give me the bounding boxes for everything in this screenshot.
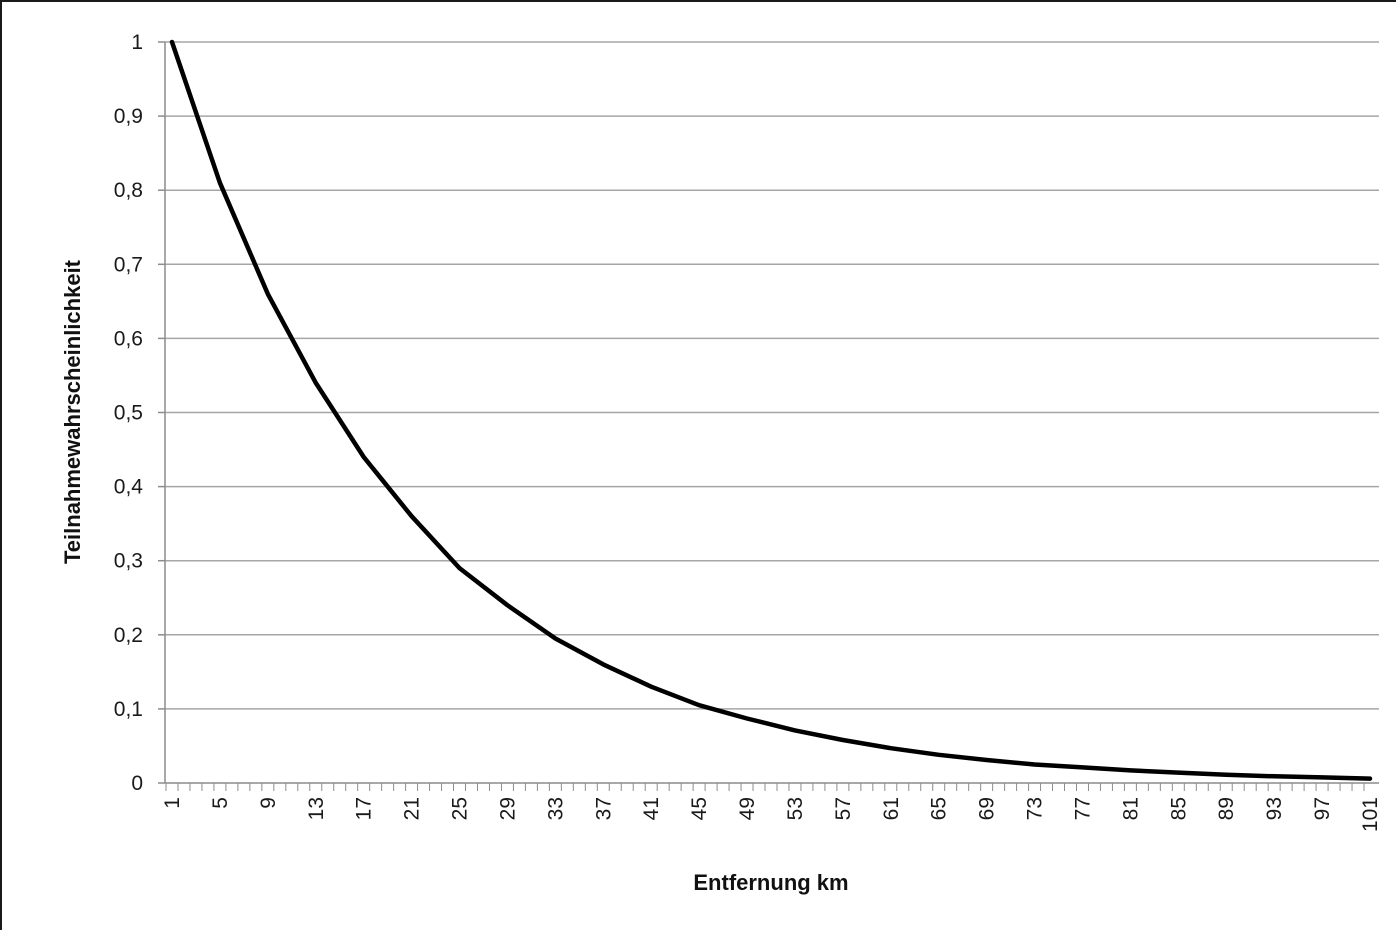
x-tick-label: 1 — [161, 797, 184, 809]
x-tick-label: 45 — [688, 797, 711, 820]
x-tick-label: 53 — [784, 797, 807, 820]
y-tick-label: 0,3 — [114, 550, 143, 573]
x-tick-label: 77 — [1071, 797, 1094, 820]
x-tick-label: 65 — [928, 797, 951, 820]
y-tick-label: 0,8 — [114, 179, 143, 202]
x-tick-label: 13 — [305, 797, 328, 820]
x-tick-label: 29 — [496, 797, 519, 820]
x-tick-label: 101 — [1359, 797, 1382, 832]
series-line — [169, 39, 1373, 781]
x-tick-label: 85 — [1167, 797, 1190, 820]
x-tick-label: 89 — [1215, 797, 1238, 820]
y-axis-title: Teilnahmewahrscheinlichkeit — [60, 259, 85, 564]
x-tick-label: 9 — [257, 797, 280, 809]
x-tick-label: 41 — [640, 797, 663, 820]
y-tick-label: 0,1 — [114, 698, 143, 721]
x-tick-label: 25 — [449, 797, 472, 820]
y-tick-label: 0,5 — [114, 402, 143, 425]
x-tick-label: 61 — [880, 797, 903, 820]
x-tick-label: 97 — [1311, 797, 1334, 820]
x-tick-label: 81 — [1119, 797, 1142, 820]
y-tick-label: 0 — [131, 772, 143, 795]
x-tick-label: 93 — [1263, 797, 1286, 820]
y-tick-label: 1 — [131, 31, 143, 54]
x-tick-label: 17 — [353, 797, 376, 820]
x-tick-label: 57 — [832, 797, 855, 820]
x-tick-label: 33 — [544, 797, 567, 820]
x-axis-title: Entfernung km — [693, 870, 848, 895]
axes — [158, 41, 1379, 791]
y-tick-label: 0,7 — [114, 253, 143, 276]
grid-lines — [165, 41, 1379, 710]
y-tick-label: 0,4 — [114, 476, 144, 499]
x-tick-label: 37 — [592, 797, 615, 820]
x-tick-label: 49 — [736, 797, 759, 820]
series-layer — [169, 39, 1373, 781]
x-tick-label: 5 — [209, 797, 232, 809]
x-tick-label: 69 — [976, 797, 999, 820]
y-tick-label: 0,9 — [114, 105, 143, 128]
y-tick-label: 0,2 — [114, 624, 143, 647]
tick-labels: 0 0,1 0,2 0,3 0,4 0,5 0,6 0,7 0,8 0,9 1 1 5 9 13 17 21 25… — [114, 31, 1382, 832]
x-tick-label: 21 — [401, 797, 424, 820]
x-tick-label: 73 — [1024, 797, 1047, 820]
y-tick-label: 0,6 — [114, 327, 143, 350]
